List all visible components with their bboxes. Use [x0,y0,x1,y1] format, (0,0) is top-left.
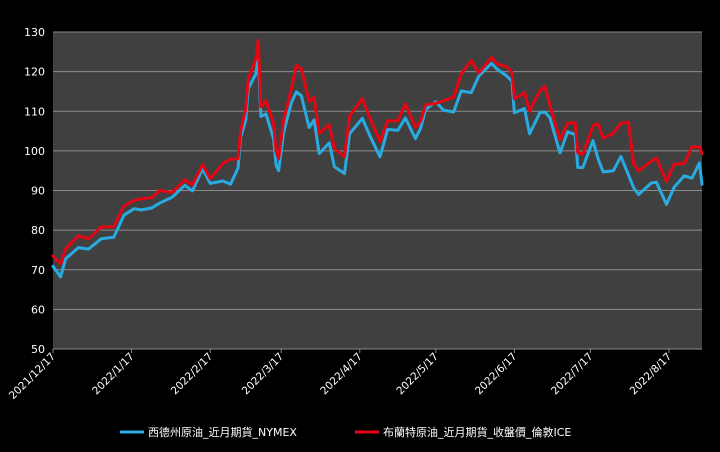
x-tick-label: 2022/1/17 [90,351,137,398]
series-lines [51,38,704,279]
y-tick-label: 80 [31,224,45,237]
y-tick-label: 100 [24,145,45,158]
y-axis-tick-labels: 50 60 70 80 90 100 110 120 130 [24,26,45,356]
series-line-brent [51,38,704,266]
x-tick-label: 2022/5/17 [394,351,441,398]
legend-label-wti: 西德州原油_近月期貨_NYMEX [148,425,297,439]
x-tick-label: 2022/8/17 [628,351,675,398]
legend-label-brent: 布蘭特原油_近月期貨_收盤價_倫敦ICE [383,425,571,439]
y-tick-label: 130 [24,26,45,39]
y-tick-label: 60 [31,303,45,316]
y-tick-label: 120 [24,66,45,79]
y-tick-label: 70 [31,264,45,277]
x-tick-label: 2022/4/17 [318,351,365,398]
x-tick-label: 2022/6/17 [473,351,520,398]
x-tick-label: 2022/2/17 [169,351,216,398]
x-tick-label: 2022/7/17 [549,351,596,398]
y-tick-label: 50 [31,343,45,356]
x-tick-label: 2022/3/17 [240,351,287,398]
x-tick-label: 2021/12/17 [7,351,58,402]
series-line-wti [51,55,704,279]
y-tick-label: 90 [31,185,45,198]
y-tick-label: 110 [24,105,45,118]
legend: 西德州原油_近月期貨_NYMEX 布蘭特原油_近月期貨_收盤價_倫敦ICE [120,425,571,439]
x-axis-tick-labels: 2021/12/17 2022/1/17 2022/2/17 2022/3/17 202… [7,349,674,402]
